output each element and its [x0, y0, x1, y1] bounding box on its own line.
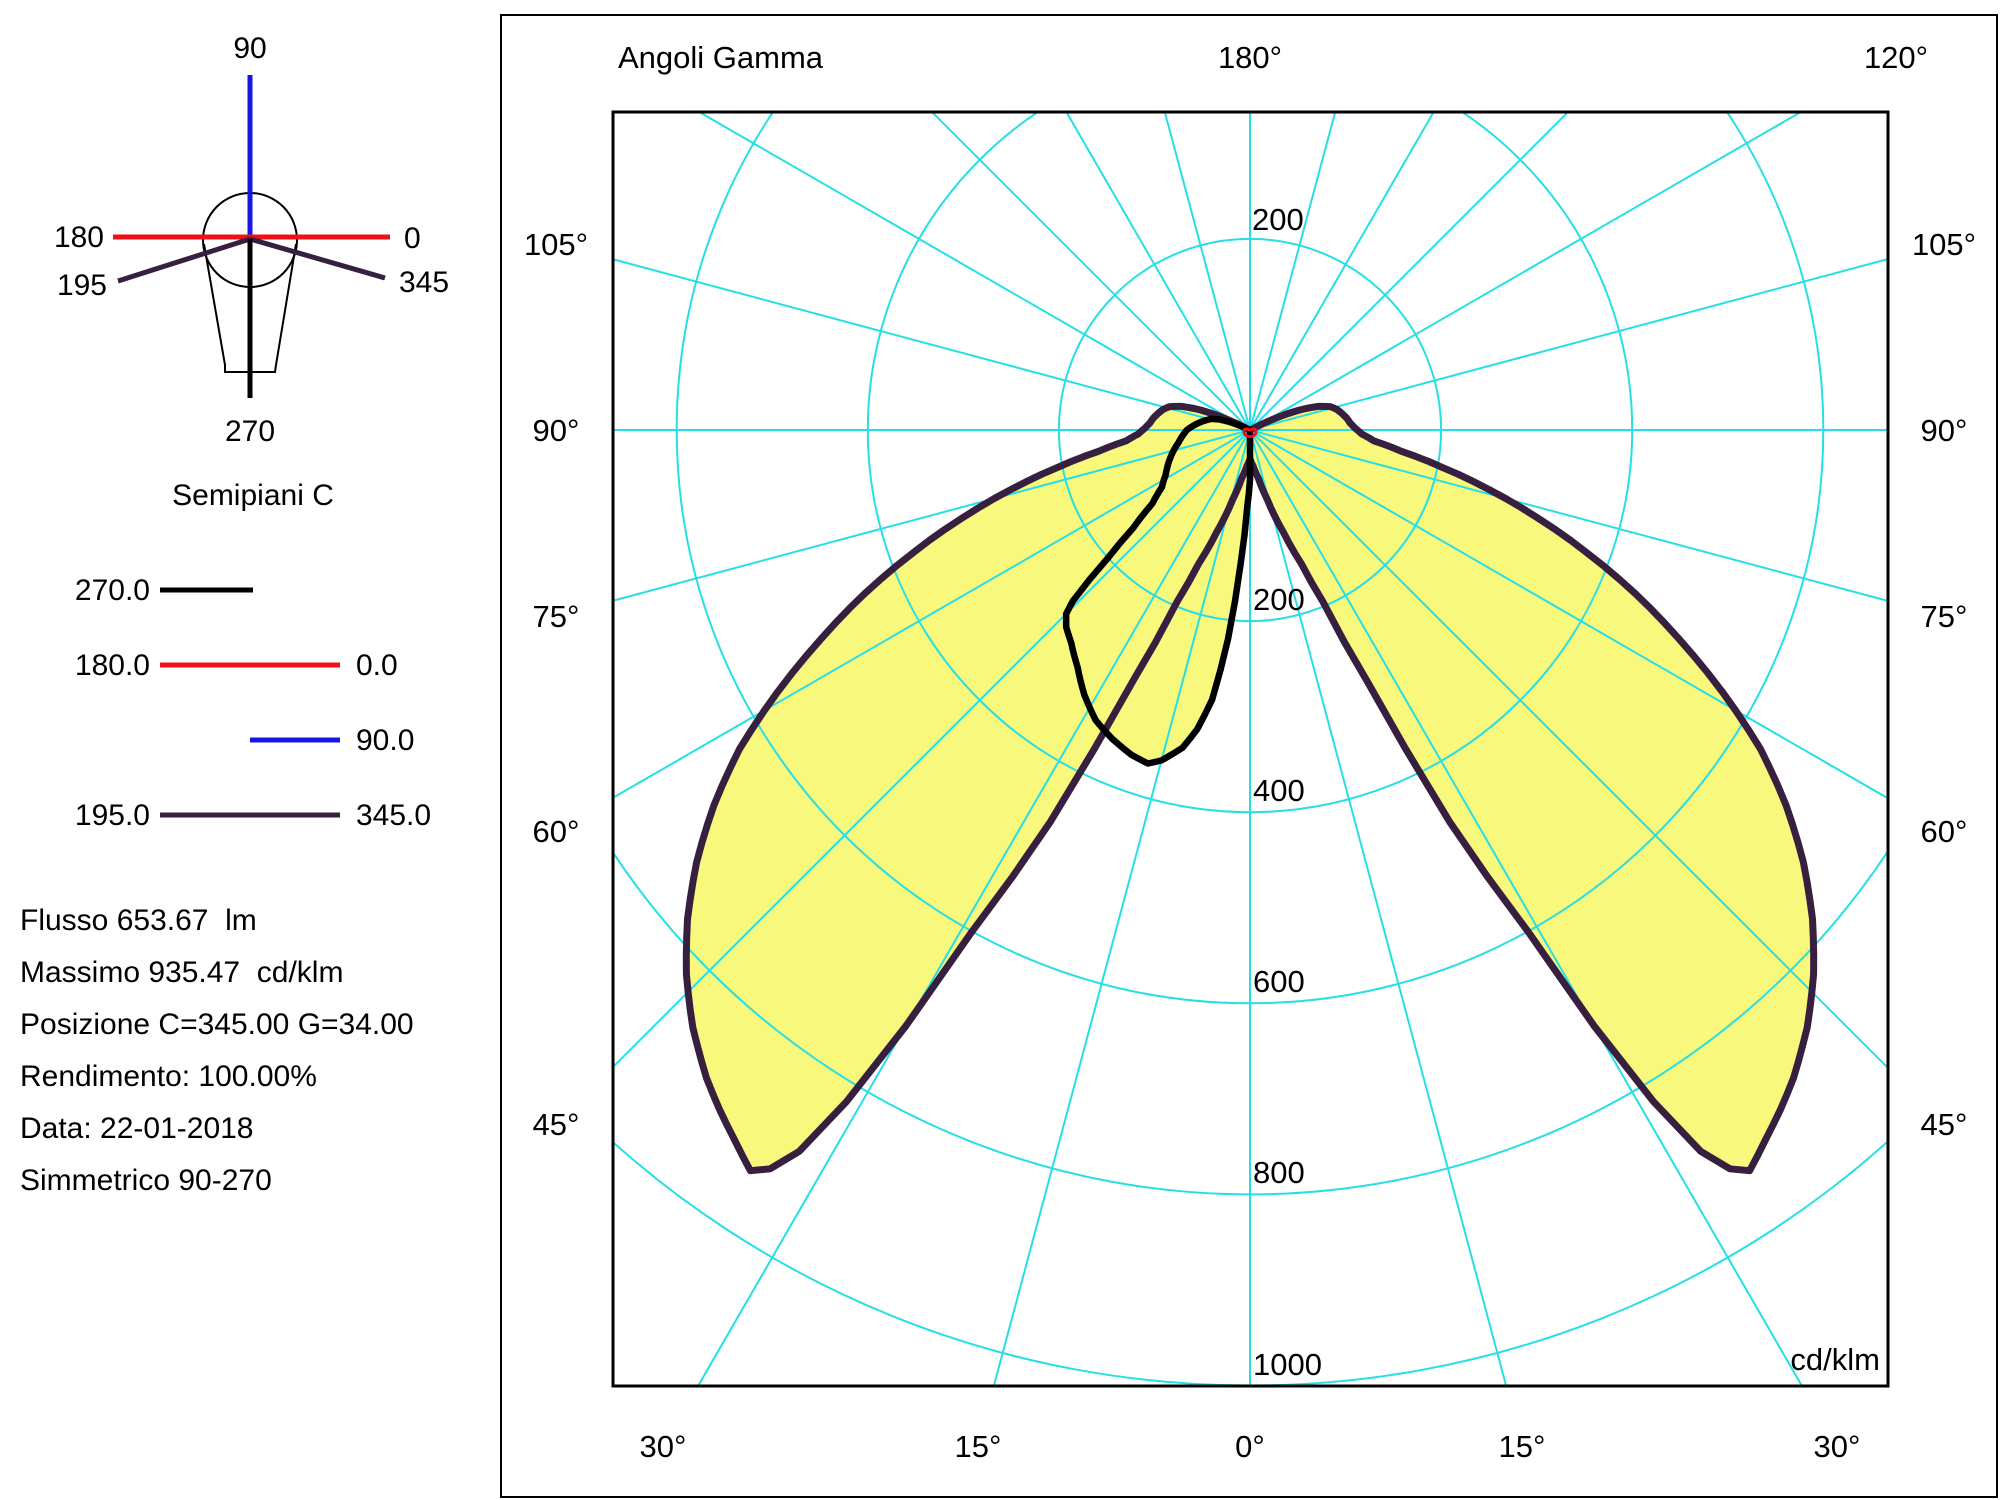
- ring-label-upper-200: 200: [1252, 202, 1304, 237]
- grid-spoke-135: [1249, 113, 1569, 431]
- gamma-label-right-90: 90°: [1921, 413, 1968, 448]
- symbol-label-180: 180: [54, 221, 104, 254]
- panel-border: [500, 14, 1998, 1498]
- gamma-label-left-45: 45°: [533, 1107, 580, 1142]
- grid-spoke-60: [1249, 429, 1887, 799]
- info-block: Flusso 653.67 lm Massimo 935.47 cd/klm P…: [20, 904, 414, 1197]
- grid-spoke-105: [1249, 258, 1887, 431]
- symbol-label-270: 270: [225, 415, 275, 448]
- info-posizione: Posizione C=345.00 G=34.00: [20, 1008, 414, 1041]
- symbol-label-195: 195: [57, 269, 107, 302]
- grid-spoke-120: [1249, 113, 1802, 431]
- legend-label: 0.0: [356, 649, 398, 682]
- legend-row-c270: 270.0: [75, 574, 253, 607]
- left-panel: 90 180 0 195 345 270 Semipiani C 270.0 1…: [20, 32, 449, 1197]
- gamma-label-bottom-30: 30°: [1814, 1429, 1861, 1464]
- info-simmetrico: Simmetrico 90-270: [20, 1164, 272, 1197]
- gamma-label-bottom--30: 30°: [640, 1429, 687, 1464]
- info-data: Data: 22-01-2018: [20, 1112, 254, 1145]
- gamma-label-right-105: 105°: [1912, 227, 1976, 262]
- c345-axis-line: [249, 236, 386, 281]
- symbol-label-0: 0: [404, 222, 421, 255]
- info-flusso: Flusso 653.67 lm: [20, 904, 257, 937]
- plot-border: [611, 110, 1890, 1388]
- ring-label-600: 600: [1253, 964, 1305, 999]
- grid-spoke-315: [614, 429, 1251, 1068]
- gamma-label-bottom-15: 15°: [1499, 1429, 1546, 1464]
- info-rendimento: Rendimento: 100.00%: [20, 1060, 317, 1093]
- grid-spoke-225: [931, 113, 1251, 431]
- grid-spoke-210: [1065, 113, 1251, 431]
- legend: 270.0 180.0 0.0 90.0 195.0 345.0: [75, 574, 431, 832]
- gamma-label-right-45: 45°: [1921, 1107, 1968, 1142]
- symbol-label-345: 345: [399, 266, 449, 299]
- gamma-label-left-90: 90°: [533, 413, 580, 448]
- grid-spoke-15: [1249, 429, 1507, 1385]
- grid-spoke-45: [1249, 429, 1887, 1069]
- legend-row-c195-c345: 195.0 345.0: [75, 799, 431, 832]
- gamma-label-bottom--15: 15°: [955, 1429, 1002, 1464]
- grid-spoke-195: [1164, 113, 1251, 431]
- curve-C180.0-C0.0: [1242, 427, 1258, 439]
- ring-label-800: 800: [1253, 1155, 1305, 1190]
- gamma-label-left-105: 105°: [524, 227, 588, 262]
- gamma-label-top-180°: 180°: [1218, 40, 1282, 75]
- gamma-label-top-120°: 120°: [1864, 40, 1928, 75]
- grid-spoke-300: [614, 429, 1251, 799]
- legend-label: 195.0: [75, 799, 150, 832]
- gamma-label-right-75: 75°: [1921, 599, 1968, 634]
- info-massimo: Massimo 935.47 cd/klm: [20, 956, 343, 989]
- grid-spoke-285: [614, 429, 1251, 602]
- grid-spoke-255: [614, 258, 1251, 431]
- legend-label: 270.0: [75, 574, 150, 607]
- ring-label-400: 400: [1253, 773, 1305, 808]
- luminaire-symbol: 90 180 0 195 345 270: [54, 32, 449, 448]
- legend-label: 345.0: [356, 799, 431, 832]
- unit-label: cd/klm: [1790, 1342, 1880, 1377]
- grid-spoke-75: [1249, 429, 1887, 602]
- grid-spoke-240: [698, 113, 1251, 431]
- gamma-label-left-75: 75°: [533, 599, 580, 634]
- chart-title: Angoli Gamma: [618, 40, 824, 75]
- grid-spoke-345: [993, 429, 1251, 1385]
- curve-C270.0: [1062, 415, 1254, 767]
- ring-label-1000: 1000: [1253, 1347, 1322, 1382]
- symbol-label-90: 90: [233, 32, 266, 65]
- gamma-label-right-60: 60°: [1921, 814, 1968, 849]
- legend-row-c180-c0: 180.0 0.0: [75, 649, 398, 682]
- c195-axis-line: [117, 236, 251, 284]
- ring-label-200: 200: [1253, 582, 1305, 617]
- gamma-label-left-60: 60°: [533, 814, 580, 849]
- grid-spoke-165: [1249, 113, 1336, 431]
- legend-label: 180.0: [75, 649, 150, 682]
- gamma-label-bottom-0: 0°: [1235, 1429, 1265, 1464]
- curve-fill-C195.0-C345.0: [686, 406, 1814, 1171]
- legend-label: 90.0: [356, 724, 414, 757]
- semipiani-title: Semipiani C: [172, 479, 334, 512]
- legend-row-c90: 90.0: [250, 724, 414, 757]
- grid-spoke-150: [1249, 113, 1435, 431]
